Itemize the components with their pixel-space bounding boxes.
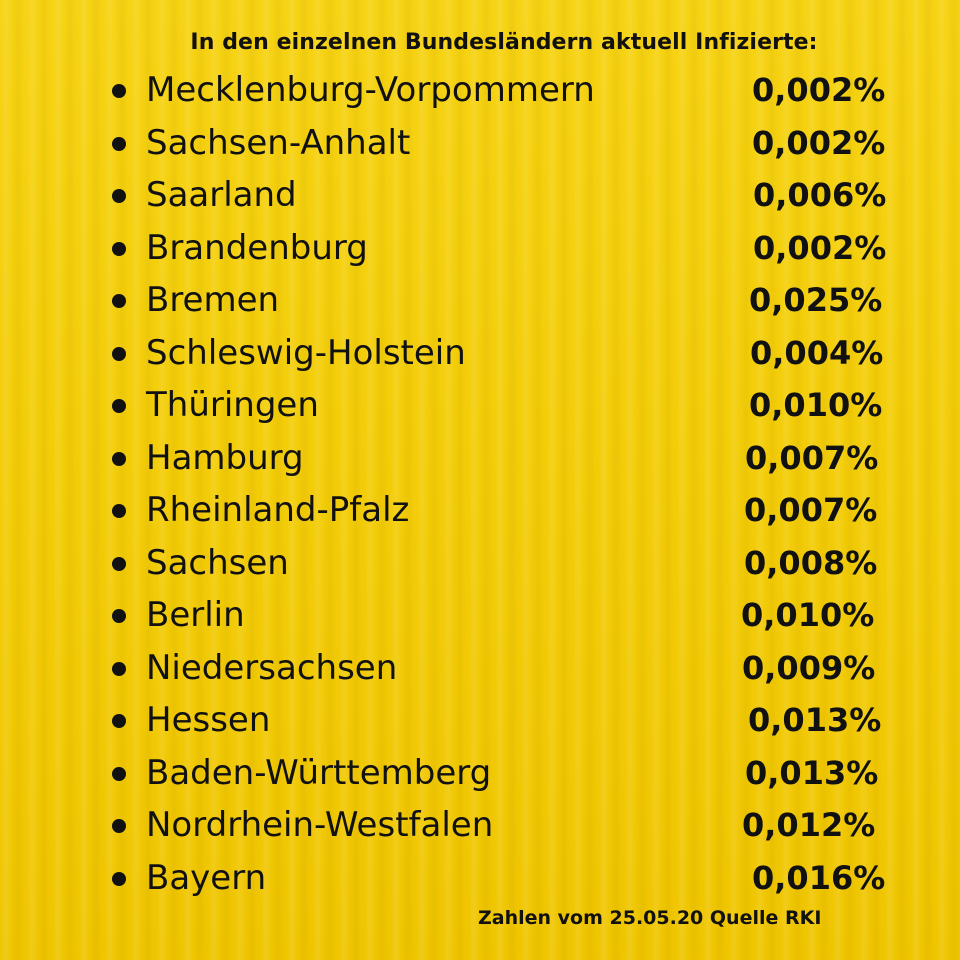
state-name: Saarland xyxy=(146,175,297,215)
list-item: Hessen 0,013% xyxy=(0,694,960,747)
state-name: Hessen xyxy=(146,700,271,740)
state-value: 0,010% xyxy=(741,596,875,634)
state-value: 0,008% xyxy=(744,543,878,582)
bullet-icon xyxy=(112,661,126,676)
list-item: Schleswig-Holstein 0,004% xyxy=(0,327,960,380)
state-name: Berlin xyxy=(146,595,245,635)
state-value: 0,009% xyxy=(742,648,876,687)
state-name: Brandenburg xyxy=(146,227,368,268)
bullet-icon xyxy=(112,189,126,203)
list-item: Niedersachsen 0,009% xyxy=(0,642,960,695)
bullet-icon xyxy=(112,766,126,781)
state-value: 0,006% xyxy=(753,176,887,214)
bullet-icon xyxy=(112,504,126,518)
list-item: Bayern 0,016% xyxy=(0,852,960,905)
list-item: Bremen 0,025% xyxy=(0,274,960,327)
bullet-icon xyxy=(112,714,126,728)
state-list: Mecklenburg-Vorpommern 0,002% Sachsen-An… xyxy=(0,64,960,904)
state-name: Thüringen xyxy=(146,385,319,425)
state-name: Hamburg xyxy=(146,437,304,478)
bullet-icon xyxy=(112,399,126,413)
state-name: Bayern xyxy=(146,857,267,898)
bullet-icon xyxy=(112,556,126,571)
state-name: Niedersachsen xyxy=(146,647,398,688)
state-name: Sachsen xyxy=(146,542,289,583)
state-value: 0,002% xyxy=(753,228,887,267)
state-value: 0,007% xyxy=(745,438,879,477)
bullet-icon xyxy=(112,346,126,361)
list-item: Baden-Württemberg 0,013% xyxy=(0,747,960,800)
source-footnote: Zahlen vom 25.05.20 Quelle RKI xyxy=(478,907,822,929)
bullet-icon xyxy=(112,136,126,151)
state-name: Sachsen-Anhalt xyxy=(146,122,411,163)
state-value: 0,012% xyxy=(742,806,876,844)
list-item: Brandenburg 0,002% xyxy=(0,222,960,275)
state-name: Baden-Württemberg xyxy=(146,752,492,793)
state-value: 0,013% xyxy=(748,701,882,739)
bullet-icon xyxy=(112,819,126,833)
state-value: 0,025% xyxy=(749,281,883,319)
list-item: Sachsen-Anhalt 0,002% xyxy=(0,117,960,170)
bullet-icon xyxy=(112,84,126,98)
state-name: Mecklenburg-Vorpommern xyxy=(146,70,595,110)
bullet-icon xyxy=(112,294,126,308)
list-item: Rheinland-Pfalz 0,007% xyxy=(0,484,960,537)
state-value: 0,002% xyxy=(752,71,886,109)
list-item: Hamburg 0,007% xyxy=(0,432,960,485)
state-value: 0,007% xyxy=(744,491,878,529)
list-item: Thüringen 0,010% xyxy=(0,379,960,432)
state-value: 0,004% xyxy=(750,333,884,372)
state-value: 0,013% xyxy=(745,753,879,792)
state-name: Rheinland-Pfalz xyxy=(146,490,410,530)
list-item: Mecklenburg-Vorpommern 0,002% xyxy=(0,64,960,117)
page-title: In den einzelnen Bundesländern aktuell I… xyxy=(190,30,818,55)
bullet-icon xyxy=(112,241,126,256)
list-item: Saarland 0,006% xyxy=(0,169,960,222)
state-value: 0,010% xyxy=(749,386,883,424)
bullet-icon xyxy=(112,609,126,623)
list-item: Nordrhein-Westfalen 0,012% xyxy=(0,799,960,852)
list-item: Sachsen 0,008% xyxy=(0,537,960,590)
state-value: 0,002% xyxy=(752,123,886,162)
list-item: Berlin 0,010% xyxy=(0,589,960,642)
state-value: 0,016% xyxy=(752,858,886,897)
state-name: Schleswig-Holstein xyxy=(146,332,466,373)
state-name: Bremen xyxy=(146,280,280,320)
bullet-icon xyxy=(112,871,126,886)
state-name: Nordrhein-Westfalen xyxy=(146,805,494,845)
bullet-icon xyxy=(112,451,126,466)
